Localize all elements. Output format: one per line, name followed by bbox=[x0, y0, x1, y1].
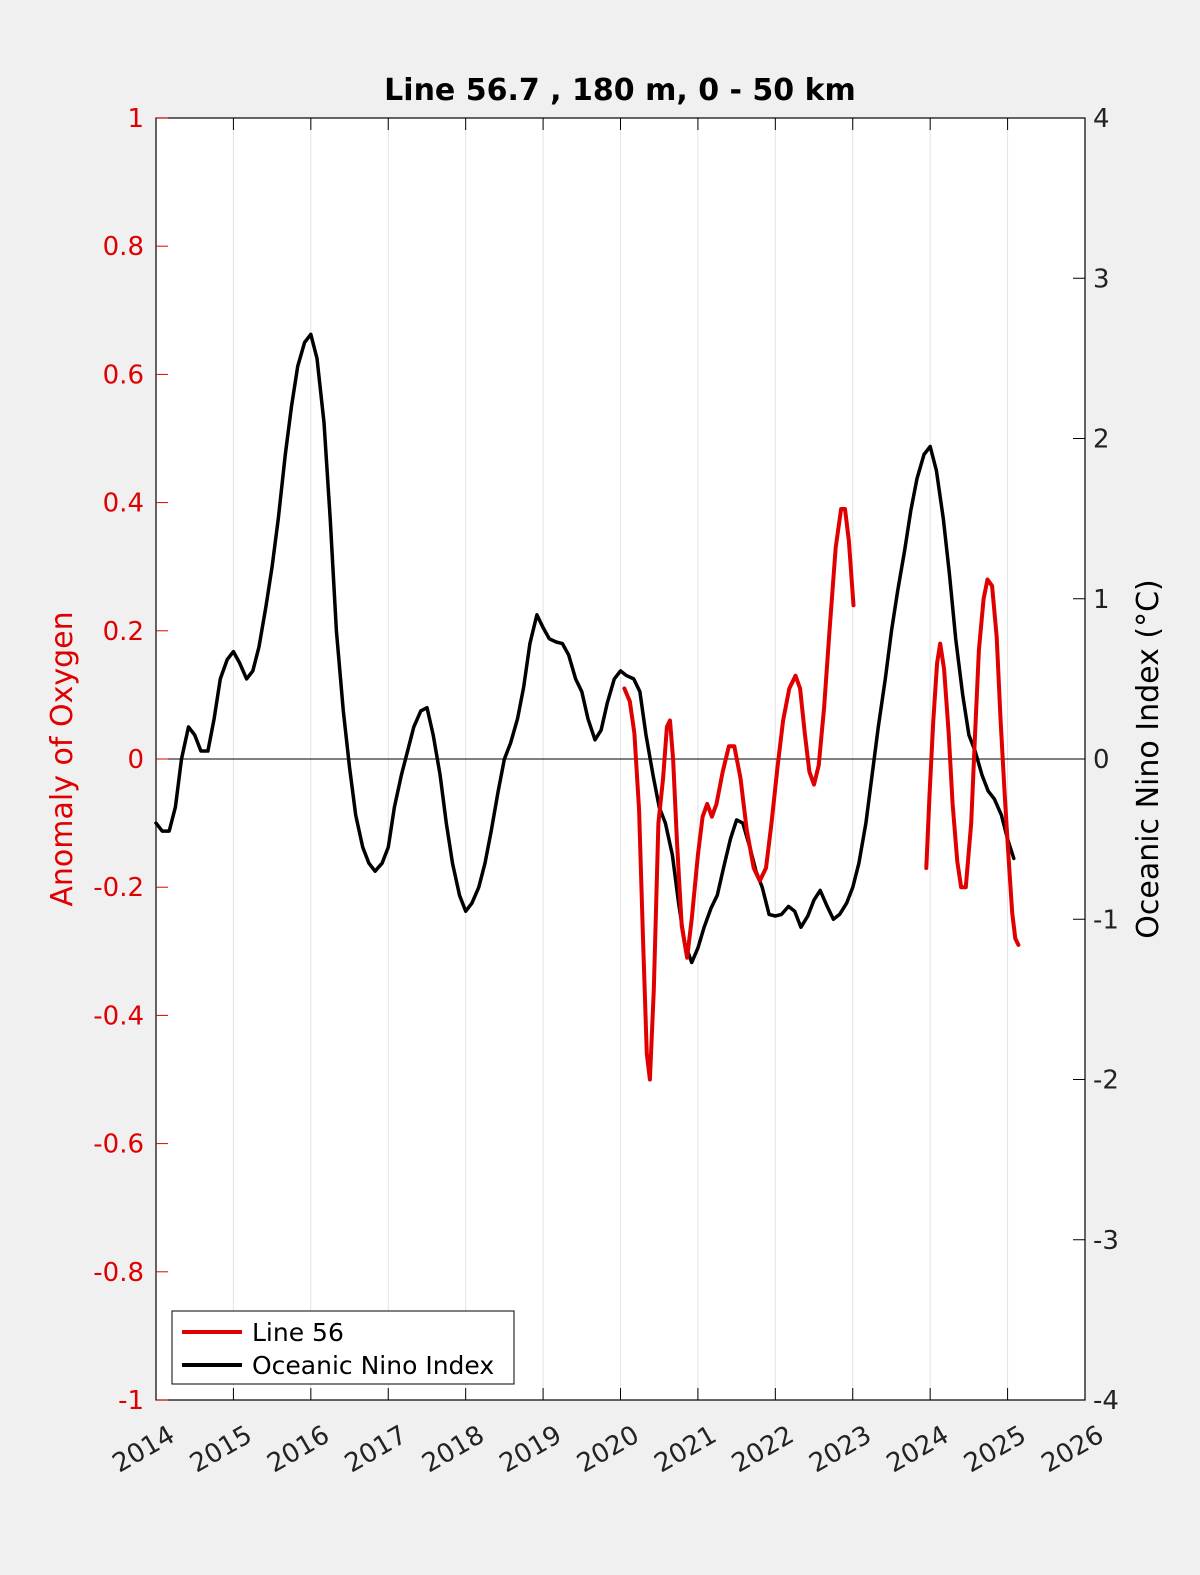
y-left-tick-label: 0 bbox=[127, 745, 144, 775]
line56-segment-2 bbox=[924, 577, 1021, 947]
y-left-tick-label: 0.8 bbox=[103, 232, 144, 262]
left-axis: 1 0.8 0.6 0.4 0.2 0 -0.2 -0.4 -0.6 -0.8 -1 bbox=[93, 104, 168, 1416]
line56-segment-1 bbox=[622, 507, 856, 1082]
y-left-tick-label: 0.2 bbox=[103, 617, 144, 647]
y-right-tick-label: 0 bbox=[1093, 745, 1110, 775]
chart-title: Line 56.7 , 180 m, 0 - 50 km bbox=[384, 73, 856, 108]
legend: Line 56 Oceanic Nino Index bbox=[171, 1310, 515, 1385]
y-left-tick-label: 0.4 bbox=[103, 489, 144, 519]
y-left-tick-label: -0.4 bbox=[93, 1001, 144, 1031]
oni-line bbox=[154, 332, 1016, 965]
y-left-tick-label: -0.8 bbox=[93, 1258, 144, 1288]
y-right-tick-label: -3 bbox=[1093, 1226, 1119, 1256]
y-right-tick-label: -4 bbox=[1093, 1386, 1119, 1416]
y-left-tick-label: -1 bbox=[118, 1386, 144, 1416]
legend-label-oni: Oceanic Nino Index bbox=[252, 1351, 494, 1380]
y-right-tick-label: 4 bbox=[1093, 104, 1110, 134]
legend-label-line56: Line 56 bbox=[252, 1318, 344, 1347]
legend-box bbox=[171, 1310, 515, 1385]
series-layer bbox=[154, 332, 1021, 1082]
y-right-tick-label: 1 bbox=[1093, 585, 1110, 615]
left-axis-label: Anomaly of Oxygen bbox=[45, 611, 80, 906]
right-axis-label: Oceanic Nino Index (°C) bbox=[1131, 579, 1166, 939]
y-left-tick-label: 1 bbox=[127, 104, 144, 134]
y-left-tick-label: 0.6 bbox=[103, 360, 144, 390]
y-right-tick-label: 3 bbox=[1093, 264, 1110, 294]
right-axis: 4 3 2 1 0 -1 -2 -3 -4 bbox=[1073, 104, 1119, 1416]
y-left-tick-label: -0.6 bbox=[93, 1130, 144, 1160]
y-right-tick-label: -1 bbox=[1093, 905, 1119, 935]
y-right-tick-label: 2 bbox=[1093, 425, 1110, 455]
y-left-tick-label: -0.2 bbox=[93, 873, 144, 903]
y-right-tick-label: -2 bbox=[1093, 1066, 1119, 1096]
